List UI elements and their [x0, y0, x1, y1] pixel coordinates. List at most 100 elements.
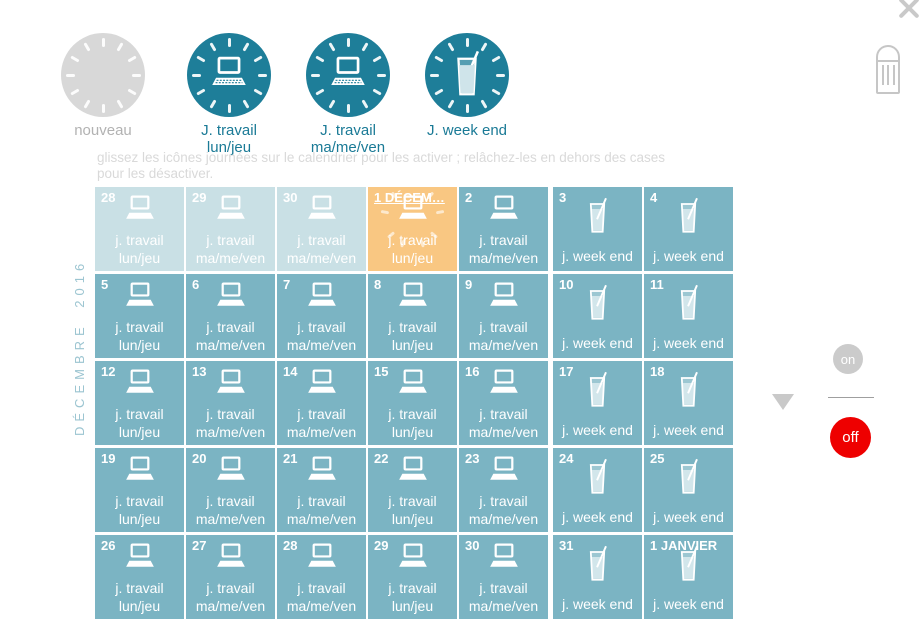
dial-tick	[465, 37, 469, 47]
trash-body	[876, 60, 900, 94]
calendar-cell[interactable]: 14 j. travail ma/me/ven	[277, 361, 366, 445]
cell-date: 1 JANVIER	[650, 538, 718, 553]
cell-label: j. travail lun/jeu	[388, 493, 437, 527]
cell-date: 29	[374, 538, 389, 553]
laptop-icon	[277, 543, 366, 575]
calendar-cell[interactable]: 12 j. travail lun/jeu	[95, 361, 184, 445]
trash-lid	[876, 45, 900, 60]
cell-date: 16	[465, 364, 480, 379]
calendar-cell[interactable]: 4 j. week end	[644, 187, 733, 271]
cell-label: j. week end	[653, 596, 724, 612]
calendar-cell[interactable]: 29 j. travail ma/me/ven	[186, 187, 275, 271]
legend-label: J. week end	[426, 122, 508, 139]
laptop-icon	[368, 456, 457, 488]
dial-tick	[314, 54, 325, 63]
cell-label: j. travail lun/jeu	[388, 232, 437, 266]
calendar-cell[interactable]: 30 j. travail ma/me/ven	[277, 187, 366, 271]
dial-icon-nouveau[interactable]	[61, 33, 145, 117]
calendar-cell[interactable]: 24 j. week end	[553, 448, 642, 532]
dial-icon-travail-lun-jeu[interactable]	[187, 33, 271, 117]
dial-tick	[465, 103, 469, 113]
off-button[interactable]: off	[830, 417, 871, 458]
cell-label: j. travail lun/jeu	[115, 319, 164, 353]
dial-tick	[314, 87, 325, 96]
dial-tick	[310, 73, 320, 77]
calendar-cell[interactable]: 28 j. travail lun/jeu	[95, 187, 184, 271]
dial-icon-week-end[interactable]	[425, 33, 509, 117]
cell-date: 2	[465, 190, 473, 205]
cell-label: j. week end	[562, 335, 633, 351]
calendar-cell[interactable]: 5 j. travail lun/jeu	[95, 274, 184, 358]
dial-tick	[195, 54, 206, 63]
drink-icon	[644, 283, 733, 326]
month-label: DÉCEMBRE 2016	[72, 258, 87, 436]
dial-tick	[115, 98, 124, 109]
laptop-icon	[368, 282, 457, 314]
calendar-grid: 28 j. travail lun/jeu 29 j. travail ma/me/ven…	[95, 187, 735, 622]
cell-label: j. travail ma/me/ven	[286, 406, 357, 440]
drink-icon	[451, 49, 483, 102]
cell-date: 28	[101, 190, 116, 205]
cell-date: 15	[374, 364, 389, 379]
cell-label: j. travail ma/me/ven	[286, 232, 357, 266]
cell-label: j. travail ma/me/ven	[468, 319, 539, 353]
calendar-cell[interactable]: 1 JANVIER j. week end	[644, 535, 733, 619]
dial-tick	[69, 87, 80, 96]
calendar-week: 12 j. travail lun/jeu 13 j. travail ma/me/ven…	[95, 361, 735, 445]
cell-label: j. travail ma/me/ven	[468, 580, 539, 614]
cell-label: j. week end	[653, 422, 724, 438]
legend-label: J. travail lun/jeu	[201, 122, 257, 156]
cell-date: 7	[283, 277, 291, 292]
calendar-cell[interactable]: 13 j. travail ma/me/ven	[186, 361, 275, 445]
dial-tick	[257, 73, 267, 77]
dial-icon-travail-ma-me-ven[interactable]	[306, 33, 390, 117]
laptop-icon	[325, 56, 371, 94]
calendar-cell[interactable]: 10 j. week end	[553, 274, 642, 358]
laptop-icon	[186, 456, 275, 488]
calendar-cell[interactable]: 25 j. week end	[644, 448, 733, 532]
onoff-divider	[828, 397, 874, 398]
dial-tick	[433, 87, 444, 96]
calendar-week: 26 j. travail lun/jeu 27 j. travail ma/me/ven…	[95, 535, 735, 619]
calendar-cell[interactable]: 6 j. travail ma/me/ven	[186, 274, 275, 358]
calendar-cell[interactable]: 18 j. week end	[644, 361, 733, 445]
on-button[interactable]: on	[833, 344, 863, 374]
calendar-cell[interactable]: 30 j. travail ma/me/ven	[459, 535, 548, 619]
close-icon[interactable]	[897, 0, 920, 20]
calendar-cell[interactable]: 11 j. week end	[644, 274, 733, 358]
calendar-cell[interactable]: 26 j. travail lun/jeu	[95, 535, 184, 619]
calendar-cell[interactable]: 17 j. week end	[553, 361, 642, 445]
dial-tick	[346, 103, 350, 113]
calendar-cell[interactable]: 29 j. travail lun/jeu	[368, 535, 457, 619]
cell-date: 30	[283, 190, 298, 205]
calendar-cell[interactable]: 23 j. travail ma/me/ven	[459, 448, 548, 532]
calendar-cell[interactable]: 22 j. travail lun/jeu	[368, 448, 457, 532]
calendar-cell[interactable]: 31 j. week end	[553, 535, 642, 619]
calendar-cell[interactable]: 16 j. travail ma/me/ven	[459, 361, 548, 445]
dial-tick	[101, 103, 105, 113]
dial-tick	[252, 87, 263, 96]
cell-label: j. travail lun/jeu	[115, 406, 164, 440]
calendar-cell[interactable]: 21 j. travail ma/me/ven	[277, 448, 366, 532]
calendar-cell[interactable]: 3 j. week end	[553, 187, 642, 271]
calendar-cell[interactable]: 20 j. travail ma/me/ven	[186, 448, 275, 532]
cell-date: 28	[283, 538, 298, 553]
calendar-cell[interactable]: 1 DÉCEM… j. travail lun/jeu	[368, 187, 457, 271]
trash-icon[interactable]	[876, 45, 900, 94]
laptop-icon	[459, 456, 548, 488]
triangle-down-icon[interactable]	[772, 394, 794, 410]
laptop-icon	[277, 195, 366, 227]
laptop-icon	[277, 456, 366, 488]
calendar-cell[interactable]: 27 j. travail ma/me/ven	[186, 535, 275, 619]
calendar-cell[interactable]: 19 j. travail lun/jeu	[95, 448, 184, 532]
calendar-cell[interactable]: 8 j. travail lun/jeu	[368, 274, 457, 358]
calendar-cell[interactable]: 9 j. travail ma/me/ven	[459, 274, 548, 358]
calendar-cell[interactable]: 15 j. travail lun/jeu	[368, 361, 457, 445]
legend-item-week-end: J. week end	[425, 33, 509, 139]
drink-icon	[644, 457, 733, 500]
calendar-cell[interactable]: 2 j. travail ma/me/ven	[459, 187, 548, 271]
dial-tick	[327, 41, 336, 52]
calendar-cell[interactable]: 7 j. travail ma/me/ven	[277, 274, 366, 358]
calendar-cell[interactable]: 28 j. travail ma/me/ven	[277, 535, 366, 619]
dial-tick	[495, 73, 505, 77]
